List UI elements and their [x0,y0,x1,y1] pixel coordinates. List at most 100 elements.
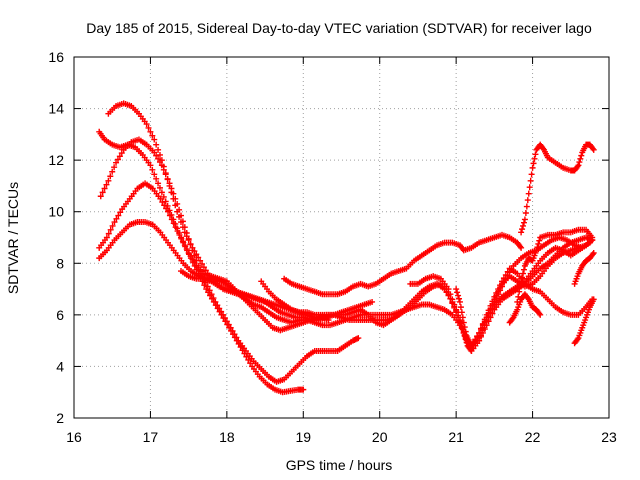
grid-lines [74,57,609,418]
data-point [220,315,227,322]
data-point [590,249,597,256]
data-point [355,335,362,342]
data-point [528,171,535,178]
data-point [536,310,543,317]
data-point [216,308,223,315]
data-point [520,222,527,229]
data-point [191,262,198,269]
data-point [200,264,207,271]
data-point [151,149,158,156]
data-point [574,336,581,343]
data-point [184,247,191,254]
data-point [577,155,584,162]
data-point [149,132,156,139]
data-point [105,230,112,237]
data-point [174,228,181,235]
series-track-14 [571,296,597,347]
x-tick-label: 23 [601,429,617,445]
data-point [156,159,163,166]
data-point [101,185,108,192]
data-point [509,315,516,322]
data-point [497,284,504,291]
data-point [193,266,200,273]
data-point [575,162,582,169]
y-axis-label: SDTVAR / TECUs [5,182,21,294]
data-point [576,159,583,166]
x-tick-label: 20 [372,429,388,445]
data-point [522,210,529,217]
data-point [518,278,525,285]
data-point [526,184,533,191]
data-point [479,327,486,334]
data-point [532,151,539,158]
data-point [524,197,531,204]
data-point [456,295,463,302]
data-point [537,311,544,318]
y-tick-label: 10 [48,204,64,220]
data-point [176,206,183,213]
data-point [143,121,150,128]
data-point [118,150,125,157]
data-point [116,153,123,160]
data-point [145,124,152,131]
chart-title: Day 185 of 2015, Sidereal Day-to-day VTE… [86,20,592,36]
data-point [164,175,171,182]
data-point [105,177,112,184]
data-point [160,193,167,200]
data-point [519,226,526,233]
data-point [214,305,221,312]
data-point [117,209,124,216]
data-point [207,292,214,299]
data-point [515,293,522,300]
data-point [153,175,160,182]
data-point [147,128,154,135]
data-point [483,317,490,324]
data-point [114,156,121,163]
data-point [589,145,596,152]
data-point [536,237,543,244]
data-point [518,244,525,251]
data-point [162,171,169,178]
data-point [107,226,114,233]
data-point [178,235,185,242]
data-point [523,203,530,210]
data-point [447,291,454,298]
data-point [182,243,189,250]
x-tick-label: 22 [525,429,541,445]
data-point [458,324,465,331]
data-point [525,190,532,197]
data-point [99,189,106,196]
data-point [155,155,162,162]
data-point [453,286,460,293]
data-point [103,234,110,241]
data-point [158,189,165,196]
data-point [151,136,158,143]
data-point [518,229,525,236]
data-point [457,304,464,311]
data-point [224,321,231,328]
data-points [96,100,597,396]
data-point [201,282,208,289]
series-track-4 [96,180,307,396]
data-point [451,301,458,308]
data-point [530,160,537,167]
data-point [166,180,173,187]
data-point [153,141,160,148]
data-point [158,162,165,169]
data-point [485,313,492,320]
data-point [226,324,233,331]
data-point [247,360,254,367]
data-point [111,164,118,171]
data-point [191,252,198,259]
data-point [113,159,120,166]
data-point [449,296,456,303]
data-point [170,190,177,197]
data-point [369,298,376,305]
data-point [218,311,225,318]
data-point [534,244,541,251]
data-point [517,243,524,250]
series-track-10 [407,237,596,354]
data-point [540,145,547,152]
data-point [502,271,509,278]
x-tick-label: 16 [66,429,82,445]
